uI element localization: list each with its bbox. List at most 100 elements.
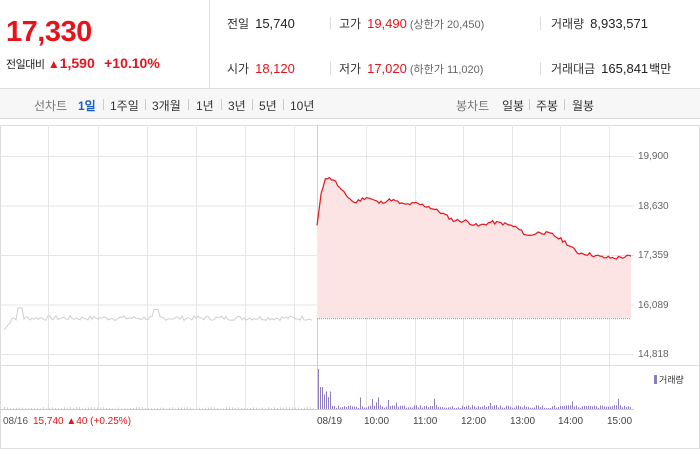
prev-volume-bar bbox=[109, 407, 110, 409]
volume-bar bbox=[538, 405, 539, 409]
prev-volume-bar bbox=[295, 407, 296, 409]
prev-volume-bar bbox=[88, 407, 89, 409]
volume-bar bbox=[562, 406, 563, 409]
prev-volume-bar bbox=[202, 408, 203, 409]
volume-bar bbox=[380, 405, 381, 409]
prev-volume-bar bbox=[40, 408, 41, 409]
volume-bar bbox=[604, 406, 605, 409]
prev-volume-bar bbox=[310, 407, 311, 409]
volume-bar bbox=[490, 402, 491, 409]
upper-limit: (상한가 20,450) bbox=[409, 19, 485, 31]
current-price: 17,330 bbox=[6, 16, 92, 48]
prev-volume-bar bbox=[100, 407, 101, 409]
prev-volume-bar bbox=[256, 407, 257, 409]
volume-bar bbox=[442, 407, 443, 409]
price-box: 17,330 전일대비 ▲1,590 +10.10% bbox=[0, 0, 210, 89]
volume-bar bbox=[398, 407, 399, 409]
volume-bar bbox=[494, 405, 495, 409]
volume-bar bbox=[600, 405, 601, 409]
x-tick-label: 10:00 bbox=[364, 416, 390, 427]
divider bbox=[103, 99, 104, 110]
volume-bar bbox=[336, 407, 337, 409]
volume-bar bbox=[542, 405, 543, 409]
prev-volume-bar bbox=[16, 407, 17, 409]
prev-volume-bar bbox=[52, 407, 53, 409]
prev-volume-bar bbox=[127, 408, 128, 409]
volume-bar bbox=[452, 406, 453, 409]
volume-bar bbox=[410, 407, 411, 409]
divider bbox=[330, 62, 331, 75]
volume-bar bbox=[422, 407, 423, 409]
volume-legend-label: 거래량 bbox=[659, 375, 684, 385]
prev-volume-bar bbox=[289, 407, 290, 409]
volume-bar bbox=[514, 407, 515, 409]
volume-bar bbox=[498, 407, 499, 409]
open-label: 시가 bbox=[227, 62, 250, 76]
volume-bar bbox=[526, 406, 527, 409]
volume-bar bbox=[502, 407, 503, 409]
prev-volume-bar bbox=[211, 407, 212, 409]
volume-bar bbox=[372, 398, 373, 409]
volume-bar bbox=[590, 405, 591, 409]
volume-bar bbox=[436, 405, 437, 409]
volume-bar bbox=[512, 407, 513, 409]
volume-bar bbox=[574, 406, 575, 409]
prev-volume-bar bbox=[277, 407, 278, 409]
volume-bar bbox=[344, 406, 345, 409]
volume-bar bbox=[412, 407, 413, 409]
change-percent: +10.10% bbox=[104, 55, 160, 71]
volume-bar bbox=[338, 405, 339, 409]
amount-unit: 백만 bbox=[649, 62, 672, 76]
prev-volume-bar bbox=[148, 407, 149, 409]
prev-volume-bar bbox=[4, 407, 5, 409]
tab-3months[interactable]: 3개월 bbox=[152, 99, 181, 113]
volume-bar bbox=[598, 407, 599, 409]
tab-1week[interactable]: 1주일 bbox=[110, 99, 139, 113]
tab-1day[interactable]: 1일 bbox=[78, 99, 96, 113]
amount-value: 165,841 bbox=[601, 61, 649, 76]
prev-volume-bar bbox=[154, 408, 155, 409]
prev-volume-bar bbox=[142, 407, 143, 409]
volume-bar bbox=[518, 405, 519, 409]
low-stat: 저가 17,020 (하한가 11,020) bbox=[339, 60, 483, 77]
prev-volume-bar bbox=[265, 408, 266, 409]
high-value: 19,490 bbox=[367, 16, 407, 31]
volume-bar bbox=[620, 405, 621, 409]
tab-weekly-candle[interactable]: 주봉 bbox=[536, 99, 559, 113]
volume-bar bbox=[420, 405, 421, 409]
volume-bar bbox=[504, 407, 505, 409]
volume-bar bbox=[588, 405, 589, 409]
prev-volume-bar bbox=[304, 407, 305, 409]
volume-bar bbox=[496, 405, 497, 409]
volume-bar bbox=[486, 407, 487, 409]
prev-volume-bar bbox=[46, 408, 47, 409]
prev-volume-bar bbox=[130, 408, 131, 409]
tab-10years[interactable]: 10년 bbox=[290, 99, 315, 113]
prev-volume-bar bbox=[271, 408, 272, 409]
prev-volume-bar bbox=[49, 408, 50, 409]
tab-3years[interactable]: 3년 bbox=[228, 99, 246, 113]
line-chart-label: 선차트 bbox=[34, 99, 68, 113]
prev-volume-bar bbox=[163, 407, 164, 409]
intraday-chart: 19,900 18,630 17,359 16,089 14,818 거래량 0… bbox=[0, 119, 700, 450]
volume-bar bbox=[484, 405, 485, 409]
prev-volume-bar bbox=[253, 407, 254, 409]
volume-bar bbox=[404, 405, 405, 409]
prev-volume-bar bbox=[37, 407, 38, 409]
open-stat: 시가 18,120 bbox=[227, 60, 295, 77]
volume-bar bbox=[444, 407, 445, 409]
volume-bar bbox=[450, 407, 451, 409]
volume-bar bbox=[580, 407, 581, 409]
volume-bar bbox=[330, 391, 331, 409]
volume-bar bbox=[456, 407, 457, 409]
volume-bar bbox=[462, 405, 463, 409]
prev-volume-bar bbox=[244, 408, 245, 409]
volume-bar bbox=[552, 406, 553, 409]
prev-close-stat: 전일 15,740 bbox=[227, 15, 295, 32]
tab-5years[interactable]: 5년 bbox=[259, 99, 277, 113]
tab-1year[interactable]: 1년 bbox=[196, 99, 214, 113]
volume-bar bbox=[506, 405, 507, 409]
tab-daily-candle[interactable]: 일봉 bbox=[502, 99, 525, 113]
tab-monthly-candle[interactable]: 월봉 bbox=[572, 99, 595, 113]
